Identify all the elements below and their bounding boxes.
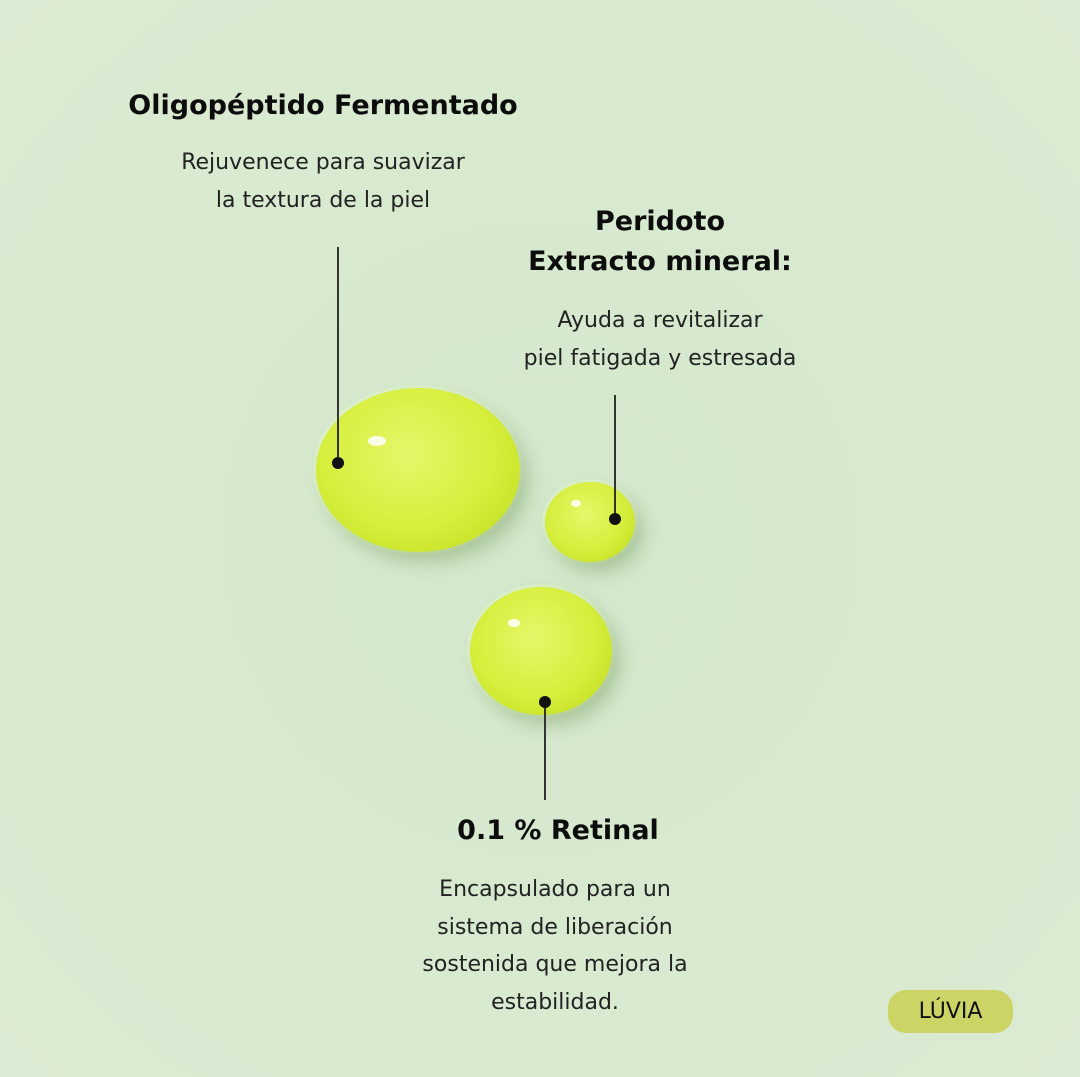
desc-line: Rejuvenece para suavizar: [181, 150, 465, 175]
callout-dot-peridot: [609, 513, 621, 525]
small-serum-drop: [545, 482, 635, 562]
desc-line: piel fatigada y estresada: [523, 345, 797, 371]
peridot-title: Peridoto Extracto mineral:: [524, 202, 797, 282]
callout-dot-oligopeptide: [332, 457, 344, 469]
desc-line: la textura de la piel: [215, 187, 431, 213]
desc-line: sistema de liberación: [437, 914, 673, 940]
peridot-desc: Ayuda a revitalizar piel fatigada y estr…: [524, 302, 797, 377]
medium-serum-drop: [470, 587, 612, 715]
oligopeptide-desc: Rejuvenece para suavizar la textura de l…: [128, 144, 517, 219]
oligopeptide-title: Oligopéptido Fermentado: [128, 90, 518, 121]
title-line: Extracto mineral:: [528, 246, 792, 277]
retinal-desc: Encapsulado para un sistema de liberació…: [422, 871, 687, 1021]
retinal-label: 0.1 % Retinal Encapsulado para un sistem…: [422, 811, 687, 1021]
desc-line: Ayuda a revitalizar: [557, 308, 763, 333]
large-serum-drop: [316, 388, 520, 552]
callout-line-retinal: [544, 702, 546, 800]
oligopeptide-label: Oligopéptido Fermentado Rejuvenece para …: [128, 86, 517, 219]
brand-label: LÚVIA: [918, 999, 983, 1024]
peridot-label: Peridoto Extracto mineral: Ayuda a revit…: [524, 202, 797, 377]
callout-line-oligopeptide: [337, 247, 339, 463]
desc-line: Encapsulado para un: [439, 877, 671, 902]
desc-line: estabilidad.: [491, 989, 619, 1015]
callout-dot-retinal: [539, 696, 551, 708]
callout-line-peridot: [614, 395, 616, 519]
desc-line: sostenida que mejora la: [422, 952, 688, 977]
title-line: Peridoto: [594, 206, 726, 237]
brand-badge: LÚVIA: [888, 990, 1013, 1033]
retinal-title: 0.1 % Retinal: [457, 815, 659, 846]
